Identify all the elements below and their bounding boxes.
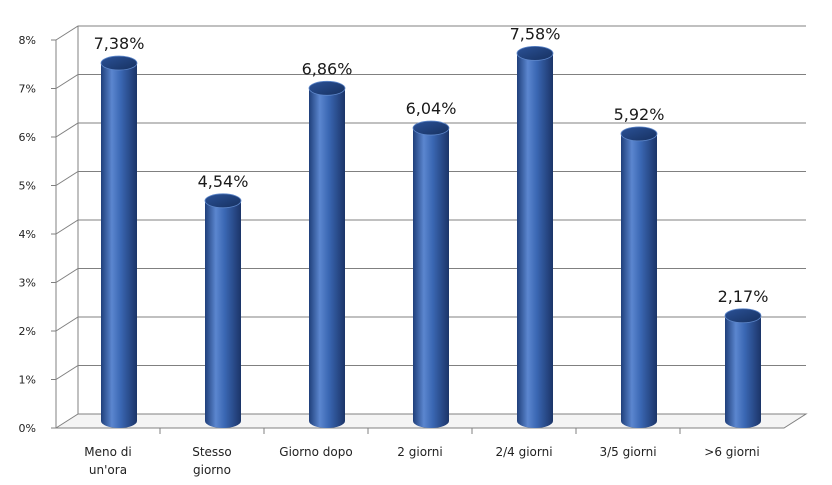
data-label: 6,86%: [302, 59, 353, 78]
y-tick-label: 7%: [19, 83, 36, 96]
data-label: 7,58%: [510, 24, 561, 43]
data-label: 2,17%: [718, 287, 769, 306]
x-tick-label: 3/5 giorni: [599, 445, 656, 459]
bar-top: [308, 80, 346, 96]
y-tick-label: 4%: [19, 228, 36, 241]
x-tick-label-line: giorno: [193, 463, 231, 477]
x-tick-label-line: 2 giorni: [397, 445, 442, 459]
bar-layer: [100, 45, 762, 429]
bar-body: [205, 200, 241, 428]
y-tick-label: 0%: [19, 422, 36, 435]
x-tick-label-line: Giorno dopo: [279, 445, 352, 459]
bar-top: [620, 126, 658, 142]
x-tick-label-line: Meno di: [84, 445, 131, 459]
y-tick-label: 3%: [19, 277, 36, 290]
data-label: 5,92%: [614, 105, 665, 124]
bar: [412, 120, 450, 428]
bar-top: [204, 193, 242, 209]
x-tick-label: Meno di un'ora: [84, 445, 131, 477]
y-tick-label: 5%: [19, 180, 36, 193]
label-layer: 7,38% Meno di un'ora 4,54% Stesso giorno 6,86%…: [84, 24, 768, 477]
bar-body: [101, 63, 137, 428]
bar-body: [309, 88, 345, 428]
bar: [204, 193, 242, 428]
x-tick-label-line: 3/5 giorni: [599, 445, 656, 459]
bar: [620, 126, 658, 428]
x-tick-label: Stesso giorno: [192, 445, 232, 477]
y-tick-label: 1%: [19, 374, 36, 387]
y-tick-label: 6%: [19, 131, 36, 144]
data-label: 4,54%: [198, 172, 249, 191]
bar: [724, 308, 762, 428]
x-tick-label: Giorno dopo: [279, 445, 352, 459]
data-label: 7,38%: [94, 34, 145, 53]
x-tick-label: 2/4 giorni: [495, 445, 552, 459]
x-tick-label-line: Stesso: [192, 445, 232, 459]
bar-top: [100, 55, 138, 71]
data-label: 6,04%: [406, 99, 457, 118]
x-tick-label: 2 giorni: [397, 445, 442, 459]
bar-body: [621, 133, 657, 428]
x-tick-label-line: un'ora: [89, 463, 127, 477]
x-tick-label-line: 2/4 giorni: [495, 445, 552, 459]
gridline: [55, 25, 806, 41]
y-tick-label: 8%: [19, 34, 36, 47]
x-tick-label: >6 giorni: [704, 445, 759, 459]
bar-top: [724, 308, 762, 324]
bar-top: [516, 45, 554, 61]
y-tick-label: 2%: [19, 325, 36, 338]
bar-top: [412, 120, 450, 136]
bar: [516, 45, 554, 429]
bar: [100, 55, 138, 428]
bar: [308, 80, 346, 428]
bar-body: [725, 315, 761, 428]
gridline: [55, 74, 806, 89]
bar-body: [413, 128, 449, 428]
bar-body: [517, 53, 553, 429]
x-tick-label-line: >6 giorni: [704, 445, 759, 459]
